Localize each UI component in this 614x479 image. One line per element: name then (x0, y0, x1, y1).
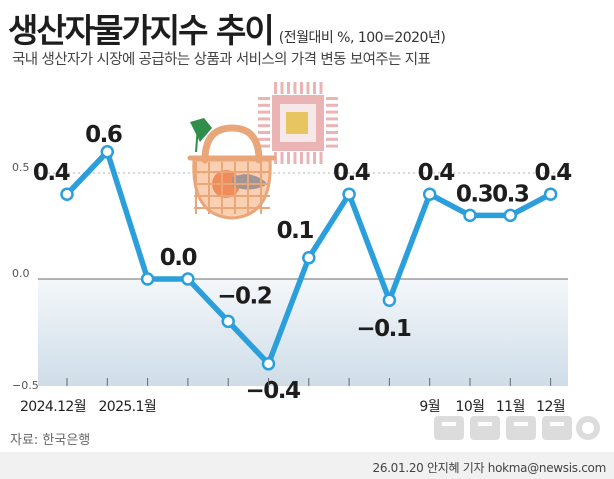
data-label: 0.3 (492, 181, 529, 207)
data-point (100, 145, 115, 159)
data-point (140, 272, 155, 286)
data-point (543, 187, 558, 201)
data-point (302, 251, 316, 265)
negative-region-shade (38, 279, 568, 386)
data-point (503, 208, 518, 223)
shopping-basket-icon (187, 118, 277, 220)
x-tick-label: 12월 (536, 399, 565, 415)
source-note: 자료: 한국은행 (10, 433, 91, 448)
data-point (382, 293, 397, 307)
y-tick-label: −0.5 (12, 379, 39, 392)
data-label: −0.1 (356, 316, 411, 342)
title-block: 생산자물가지수 추이 (전월대비 %, 100=2020년) (8, 4, 446, 52)
newsis-watermark-logo (434, 416, 600, 440)
data-label: 0.0 (160, 245, 197, 271)
x-tick-label: 10월 (456, 399, 485, 415)
x-tick-label: 2024.12월 (20, 399, 86, 415)
y-tick-label: 0.0 (12, 267, 30, 280)
x-tick-label: 11월 (496, 399, 525, 415)
data-label: 0.4 (418, 160, 455, 186)
data-label: 0.4 (333, 160, 370, 186)
page-title: 생산자물가지수 추이 (8, 11, 275, 50)
credit-line: 26.01.20 안지혜 기자 hokma@newsis.com (372, 461, 606, 475)
data-point (60, 187, 74, 201)
data-label: 0.4 (534, 160, 571, 186)
data-label: 0.3 (456, 181, 493, 207)
data-point (221, 314, 235, 329)
data-point (181, 272, 195, 286)
y-tick-label: 0.5 (12, 161, 30, 174)
data-point (342, 187, 356, 201)
data-point (261, 357, 276, 371)
x-tick-label: 2025.1월 (98, 399, 156, 415)
footer-bar (0, 452, 614, 479)
data-point (422, 187, 437, 201)
data-label: 0.1 (277, 218, 314, 244)
page-subtitle: 국내 생산자가 시장에 공급하는 상품과 서비스의 가격 변동 보여주는 지표 (12, 52, 431, 68)
x-tick-label: 9월 (419, 399, 440, 415)
data-label: −0.4 (245, 378, 300, 404)
data-label: −0.2 (217, 283, 271, 309)
microchip-icon (258, 82, 338, 164)
data-label: 0.4 (33, 160, 70, 186)
unit-note: (전월대비 %, 100=2020년) (278, 30, 446, 46)
data-label: 0.6 (85, 122, 122, 148)
data-point (463, 208, 477, 223)
